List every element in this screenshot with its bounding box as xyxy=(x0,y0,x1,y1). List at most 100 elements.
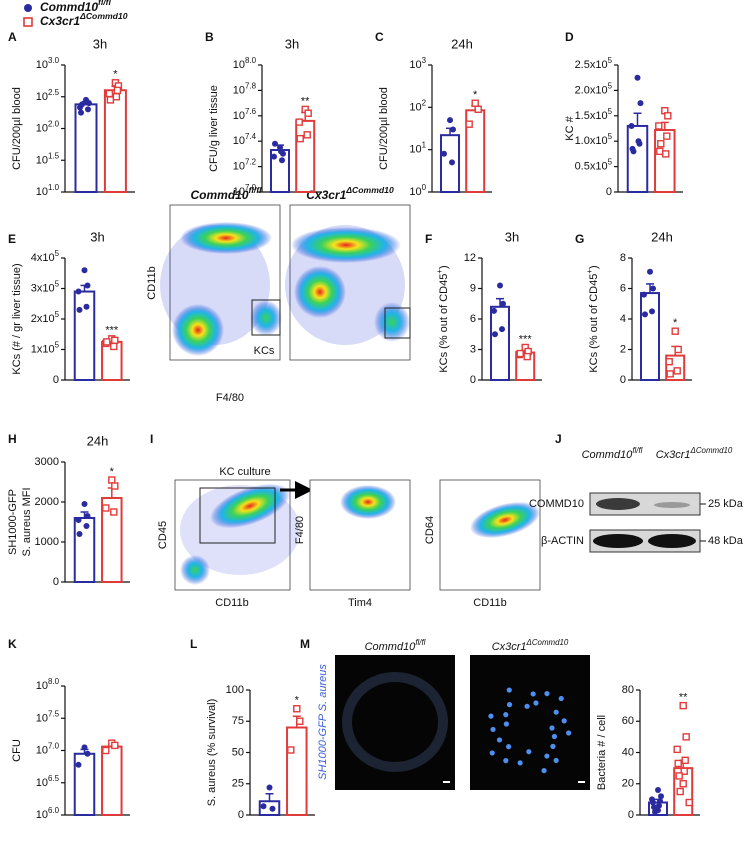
bacterium xyxy=(526,749,532,755)
bacterium xyxy=(550,743,556,749)
panel-label: A xyxy=(8,30,17,44)
bacterium xyxy=(524,703,530,709)
data-point xyxy=(79,101,85,108)
text-part: KCs (% out of CD45 xyxy=(588,274,600,373)
data-point xyxy=(647,268,653,275)
data-point xyxy=(75,761,82,768)
bacterium xyxy=(553,709,559,715)
lane-label: Commd10fl/fl xyxy=(582,446,643,461)
y-axis-label: KC # xyxy=(564,115,576,140)
data-point xyxy=(491,307,497,314)
bacterium xyxy=(506,687,512,693)
gate xyxy=(384,307,411,339)
legend-label: Cx3cr1ΔCommd10 xyxy=(40,11,128,28)
data-point xyxy=(650,799,656,806)
y-axis-label: S. aureus (% survival) xyxy=(206,699,218,807)
size-label: 48 kDa xyxy=(708,535,744,547)
image-y-label: SH1000-GFP S. aureus xyxy=(317,664,329,780)
superscript: 7.6 xyxy=(245,106,257,115)
y-axis-label: CFU/g liver tissue xyxy=(208,85,220,172)
y-tick-label: 0 xyxy=(470,374,476,386)
bacterium xyxy=(489,750,495,756)
superscript: 5 xyxy=(55,310,60,319)
y-tick-label: 106.0 xyxy=(36,806,60,821)
panel-label: B xyxy=(205,30,214,44)
legend-marker xyxy=(24,4,32,12)
data-point xyxy=(650,285,656,292)
bar xyxy=(490,305,510,381)
gate xyxy=(199,487,276,544)
flow-density xyxy=(374,302,410,342)
y-tick-label: 0 xyxy=(238,809,244,821)
significance: ** xyxy=(679,692,688,704)
data-point xyxy=(105,89,114,98)
y-tick-label: 0 xyxy=(628,809,634,821)
bacterium xyxy=(517,760,523,766)
y-tick-label: 100 xyxy=(409,183,426,198)
data-point xyxy=(83,523,90,529)
bar-chart: 0 2 4 6 8 KCs (% out of CD45+) 24h * xyxy=(585,229,692,386)
data-point xyxy=(102,504,110,512)
y-tick-label: 75 xyxy=(232,715,244,727)
bar xyxy=(654,129,676,194)
data-point xyxy=(680,767,688,775)
text-part: 10 xyxy=(409,59,421,71)
data-point xyxy=(111,741,119,750)
y-tick-label: 107.0 xyxy=(36,741,60,756)
text-part: 2x10 xyxy=(31,313,55,325)
y-tick-label: 6 xyxy=(470,313,476,325)
text-part: 2.0x10 xyxy=(575,84,608,96)
text-part: Commd10 xyxy=(365,641,417,653)
flow-density xyxy=(180,555,210,585)
data-point xyxy=(663,132,671,140)
data-point xyxy=(81,267,88,274)
data-point xyxy=(497,282,503,289)
panel-label: C xyxy=(375,30,384,44)
flow-plots-e: Commd10fl/fl Cx3cr1ΔCommd10 CD11b F4/80 … xyxy=(146,185,411,404)
superscript: 1.5 xyxy=(48,151,60,160)
data-point xyxy=(637,100,644,107)
chart-title: 3h xyxy=(90,229,104,244)
data-point xyxy=(272,140,278,147)
data-point xyxy=(499,326,505,333)
flow-x-label: Tim4 xyxy=(348,597,372,609)
y-tick-label: 8 xyxy=(620,252,626,264)
flow-y-label: CD45 xyxy=(157,521,169,549)
bacterium xyxy=(503,758,509,764)
y-axis-label: KCs (% out of CD45+) xyxy=(585,265,600,372)
flow-title: Cx3cr1ΔCommd10 xyxy=(306,185,394,202)
legend-marker xyxy=(23,17,33,27)
data-point xyxy=(655,122,663,130)
panel-label: K xyxy=(8,637,17,651)
text-part: 10 xyxy=(233,84,245,96)
data-point xyxy=(266,784,273,791)
y-tick-label: 108.0 xyxy=(36,677,60,692)
text-part: 0.5x10 xyxy=(575,161,608,173)
chart-title: 3h xyxy=(93,36,107,51)
superscript: fl/fl xyxy=(632,446,642,455)
text-part: 10 xyxy=(36,744,48,756)
text-part: 1.5x10 xyxy=(575,110,608,122)
data-point xyxy=(673,745,681,754)
flow-y-label: CD64 xyxy=(424,516,436,544)
data-point xyxy=(474,105,482,113)
bar xyxy=(295,119,316,193)
text-part: ) xyxy=(588,265,600,269)
bacterium xyxy=(488,713,494,719)
data-point xyxy=(656,147,664,156)
data-point xyxy=(441,150,447,157)
data-point xyxy=(81,744,88,751)
panel-label: F xyxy=(425,232,432,246)
microscopy: Commd10fl/fl Cx3cr1ΔCommd10 SH1000-GFP S… xyxy=(317,638,590,790)
y-tick-label: 40 xyxy=(622,746,634,758)
data-point xyxy=(665,358,673,366)
significance: * xyxy=(113,69,118,81)
y-tick-label: 6 xyxy=(620,282,626,294)
panel-label: E xyxy=(8,232,16,246)
y-axis-label: CFU/200µl blood xyxy=(378,87,390,170)
bar xyxy=(286,726,308,816)
y-tick-label: 0 xyxy=(620,374,626,386)
data-point xyxy=(649,308,655,315)
data-point xyxy=(84,750,91,757)
data-point xyxy=(75,288,82,295)
